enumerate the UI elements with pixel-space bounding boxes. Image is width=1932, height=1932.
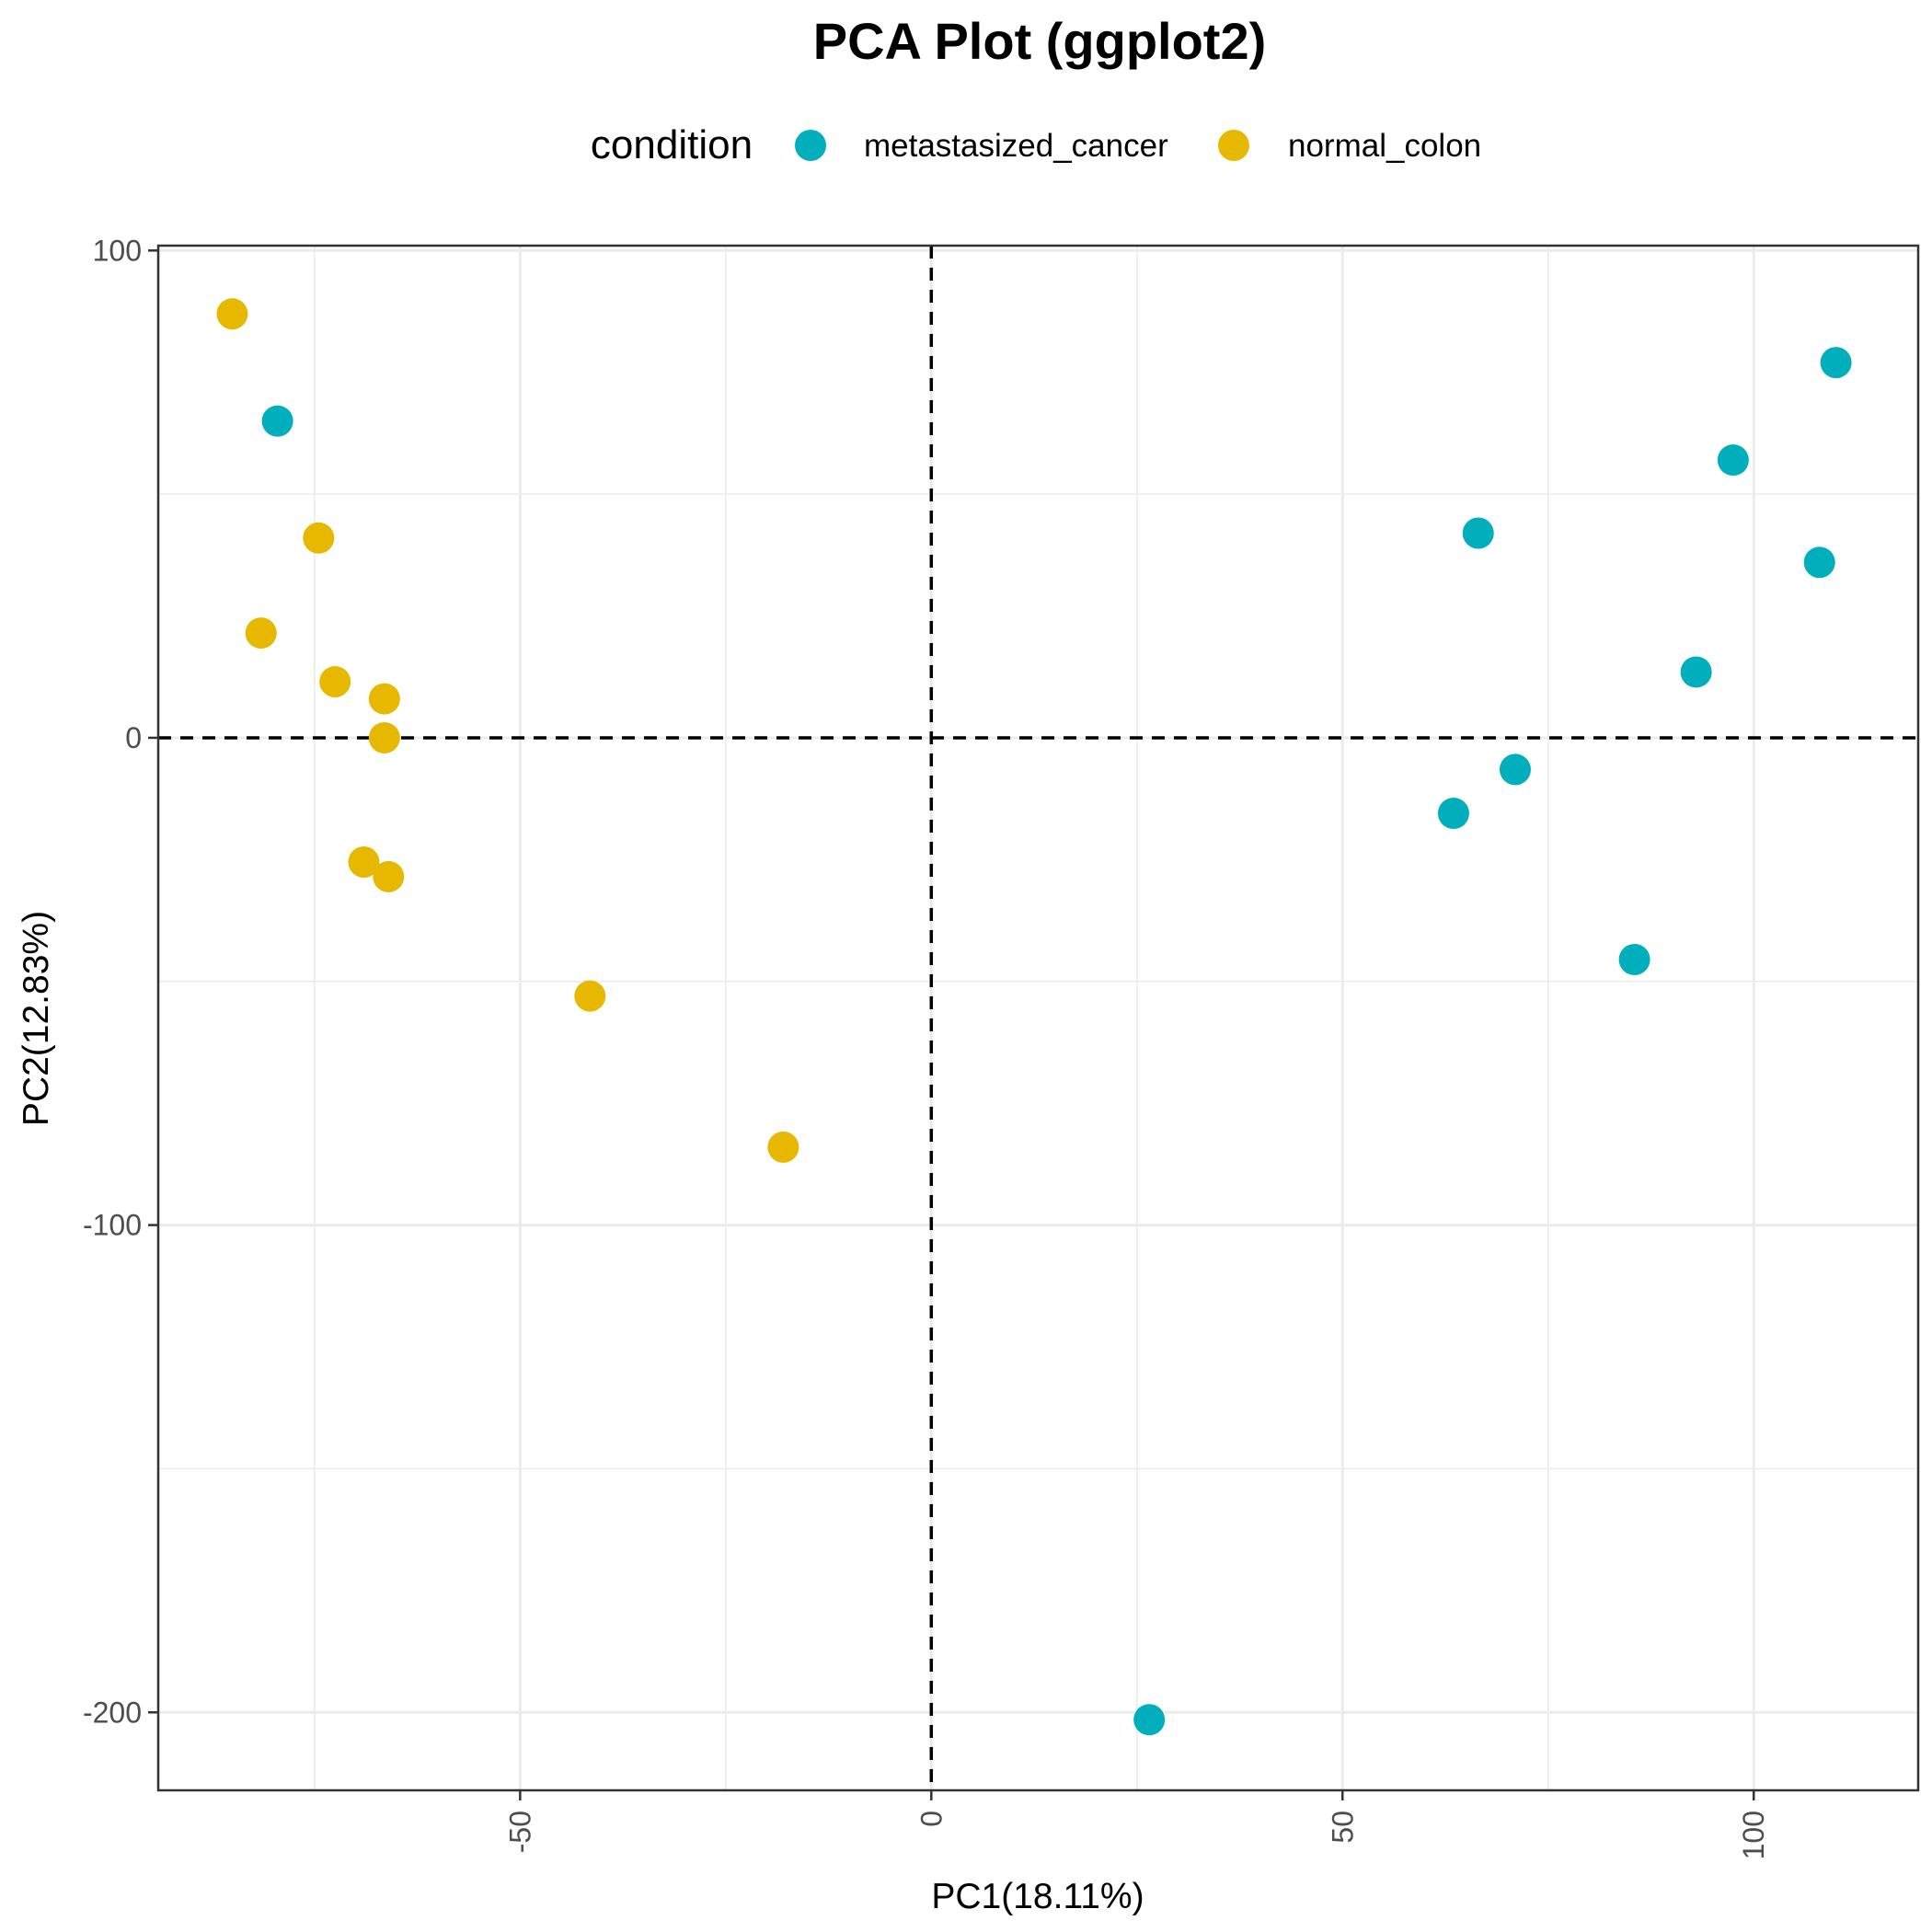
data-point-metastasized-cancer <box>1133 1704 1166 1736</box>
data-point-metastasized-cancer <box>1462 517 1494 549</box>
y-tick-label: -100 <box>83 1209 142 1242</box>
x-tick-label: -50 <box>503 1811 536 1853</box>
data-point-normal-colon <box>373 860 405 892</box>
data-point-metastasized-cancer <box>1499 753 1531 786</box>
data-point-normal-colon <box>767 1131 799 1163</box>
data-point-normal-colon <box>348 846 380 879</box>
data-points <box>216 298 1852 1736</box>
grid-lines <box>158 246 1918 1790</box>
y-tick-label: -200 <box>83 1696 142 1729</box>
data-point-metastasized-cancer <box>1803 546 1835 579</box>
data-point-normal-colon <box>216 298 248 330</box>
legend: condition metastasized_cancer normal_col… <box>591 122 1481 167</box>
data-point-normal-colon <box>245 617 277 650</box>
x-tick-label: 50 <box>1326 1811 1359 1844</box>
legend-marker-metastasized-cancer <box>795 130 826 161</box>
data-point-metastasized-cancer <box>1618 943 1650 975</box>
data-point-metastasized-cancer <box>1820 347 1852 379</box>
axes: -50 0 50 100 -200 -100 0 100 <box>83 234 1770 1859</box>
data-point-normal-colon <box>303 522 335 554</box>
legend-title: condition <box>591 122 753 167</box>
y-tick-label: 100 <box>93 234 142 267</box>
data-point-metastasized-cancer <box>1680 656 1712 688</box>
chart-title: PCA Plot (ggplot2) <box>813 12 1267 70</box>
reference-lines <box>158 246 1918 1790</box>
x-tick-label: 0 <box>914 1811 948 1827</box>
y-tick-label: 0 <box>125 721 142 754</box>
data-point-normal-colon <box>368 683 400 715</box>
y-axis-label: PC2(12.83%) <box>17 911 56 1126</box>
data-point-metastasized-cancer <box>261 405 293 437</box>
plot-panel-border <box>156 244 1920 1792</box>
legend-label-normal-colon: normal_colon <box>1288 128 1481 164</box>
legend-label-metastasized-cancer: metastasized_cancer <box>864 128 1168 164</box>
data-point-normal-colon <box>368 721 400 753</box>
data-point-metastasized-cancer <box>1717 444 1749 477</box>
data-point-normal-colon <box>574 980 606 1012</box>
legend-marker-normal-colon <box>1218 130 1249 161</box>
x-axis-label: PC1(18.11%) <box>931 1877 1144 1916</box>
data-point-metastasized-cancer <box>1437 798 1469 830</box>
data-point-normal-colon <box>319 666 351 698</box>
x-tick-label: 100 <box>1737 1811 1770 1859</box>
